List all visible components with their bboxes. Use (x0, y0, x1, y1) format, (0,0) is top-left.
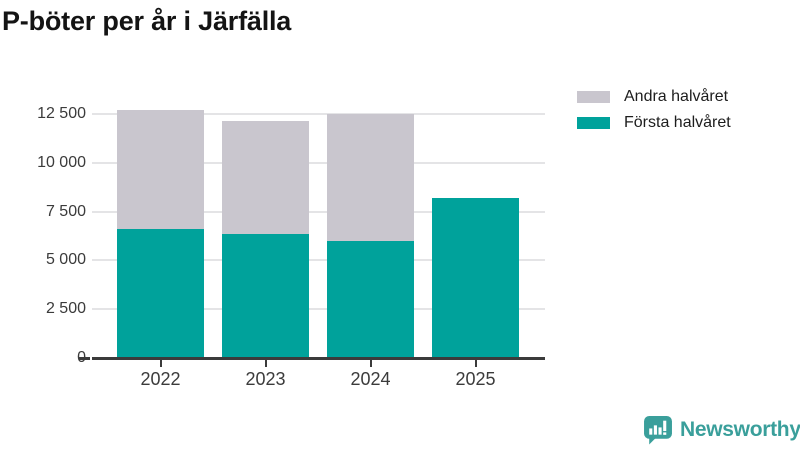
legend-swatch-andra (577, 91, 610, 103)
x-tick-label: 2024 (350, 369, 391, 389)
x-tick-mark (159, 358, 162, 367)
bar-group-2022 (117, 110, 204, 358)
legend-label: Första halvåret (624, 114, 731, 131)
y-tick-label: 0 (0, 347, 86, 369)
gridline (92, 161, 545, 164)
bar-segment-forsta-2024 (327, 240, 414, 358)
x-tick-label: 2025 (455, 369, 496, 389)
y-tick-label: 7 500 (45, 202, 86, 220)
bar-segment-andra-2023 (222, 120, 309, 235)
y-tick-label: 5 000 (45, 251, 86, 269)
y-tick-label: 2 500 (45, 300, 86, 318)
x-tick-label: 2022 (140, 369, 181, 389)
y-zero-tick (79, 357, 90, 360)
gridline (92, 210, 545, 213)
gridline (92, 113, 545, 115)
bar-segment-forsta-2022 (117, 229, 204, 358)
y-tick-label: 10 000 (37, 153, 86, 171)
bar-segment-andra-2022 (117, 110, 204, 230)
bar-group-2025 (432, 197, 519, 358)
bar-group-2023 (222, 120, 309, 358)
bar-segment-forsta-2023 (222, 234, 309, 358)
y-tick-label: 12 500 (37, 105, 86, 122)
bar-segment-forsta-2025 (432, 197, 519, 358)
legend: Andra halvåret Första halvåret (577, 88, 731, 141)
legend-item-forsta-halvaret: Första halvåret (577, 114, 731, 131)
newsworthy-wordmark: Newsworthy (680, 418, 800, 441)
legend-swatch-forsta (577, 117, 610, 129)
bar-group-2024 (327, 114, 414, 358)
legend-item-andra-halvaret: Andra halvåret (577, 88, 731, 105)
page-title: P-böter per år i Järfälla (2, 6, 292, 36)
x-tick-mark (369, 358, 372, 367)
x-tick-mark (474, 358, 477, 367)
x-tick-mark (264, 358, 267, 367)
x-axis-line (92, 357, 545, 360)
gridline (92, 259, 545, 262)
gridline (92, 308, 545, 311)
bar-segment-andra-2024 (327, 114, 414, 241)
newsworthy-logo[interactable]: Newsworthy (643, 415, 800, 445)
x-tick-label: 2023 (245, 369, 286, 389)
newsworthy-icon (644, 416, 672, 445)
legend-label: Andra halvåret (624, 88, 729, 105)
